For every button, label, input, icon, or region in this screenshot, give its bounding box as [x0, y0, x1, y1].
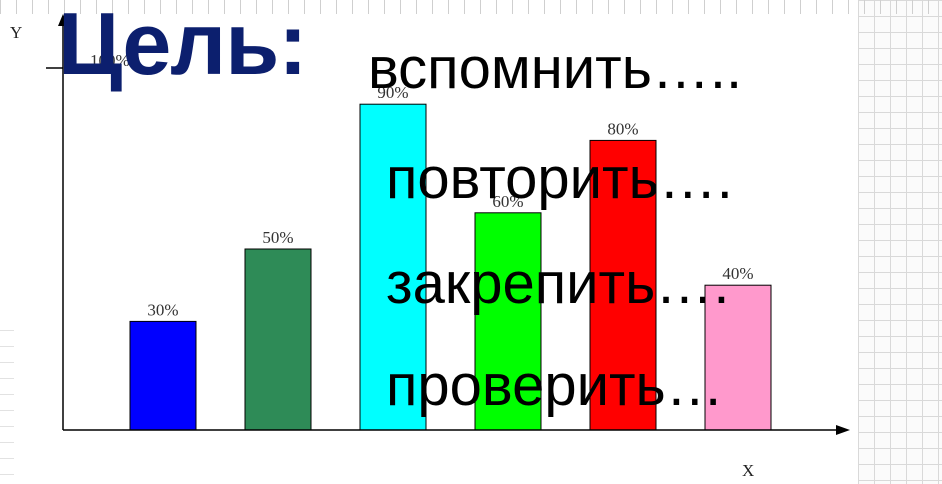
bars-layer: 30% 50% 90% 60% 80% 40%: [129, 83, 772, 431]
bar-3-label: 90%: [377, 83, 408, 102]
goal-heading: Цель:: [58, 0, 308, 88]
y-axis-label: Y: [10, 23, 22, 42]
bar-2: [244, 248, 312, 431]
grid-background-left: [0, 330, 14, 484]
grid-background-right: [858, 0, 942, 484]
y-axis-arrow: [58, 14, 68, 26]
goal-colon: :: [278, 0, 307, 93]
bar-6-label: 40%: [722, 264, 753, 283]
bar-6: [704, 284, 772, 431]
bar-2-label: 50%: [262, 228, 293, 247]
bar-1-label: 30%: [147, 300, 178, 319]
goal-line-remember: вспомнить…..: [368, 36, 743, 101]
grid-background-top: [0, 0, 942, 14]
goal-word: Цель: [58, 0, 279, 93]
bar-5: [589, 139, 657, 431]
goal-line-consolidate: закрепить….: [386, 251, 730, 316]
bar-1: [129, 320, 197, 431]
goal-line-repeat: повторить….: [386, 146, 733, 211]
x-axis-arrow: [836, 425, 850, 435]
bar-4-label: 60%: [492, 192, 523, 211]
bar-3: [359, 103, 427, 431]
bar-5-label: 80%: [607, 119, 638, 138]
bar-4: [474, 212, 542, 431]
top-tick-label: 100%: [90, 51, 130, 70]
goal-line-check: проверить…: [386, 353, 724, 418]
x-axis-label: X: [742, 461, 754, 480]
